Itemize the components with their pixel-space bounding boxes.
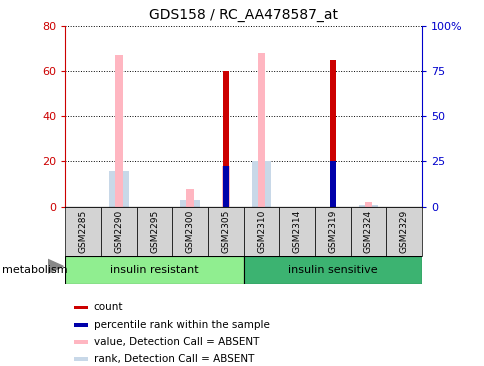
Title: GDS158 / RC_AA478587_at: GDS158 / RC_AA478587_at <box>149 8 337 22</box>
Bar <box>172 207 208 256</box>
Bar <box>257 53 265 207</box>
Text: insulin sensitive: insulin sensitive <box>287 265 377 275</box>
Text: GSM2290: GSM2290 <box>114 210 123 253</box>
Bar <box>115 55 122 207</box>
Bar <box>74 357 88 361</box>
Text: count: count <box>93 302 123 313</box>
Bar <box>279 207 314 256</box>
Bar <box>251 161 271 207</box>
Text: insulin resistant: insulin resistant <box>110 265 198 275</box>
Bar <box>358 205 378 207</box>
Text: GSM2324: GSM2324 <box>363 210 372 253</box>
Bar <box>350 207 385 256</box>
Bar <box>364 202 372 207</box>
Text: GSM2314: GSM2314 <box>292 210 301 253</box>
Bar <box>222 166 228 207</box>
Text: GSM2329: GSM2329 <box>399 210 408 253</box>
Bar <box>329 60 335 207</box>
Bar <box>385 207 421 256</box>
Bar <box>65 256 243 284</box>
Text: GSM2310: GSM2310 <box>257 210 266 253</box>
Text: GSM2295: GSM2295 <box>150 210 159 253</box>
Bar <box>314 207 350 256</box>
Text: GSM2305: GSM2305 <box>221 210 230 253</box>
Bar <box>243 207 279 256</box>
Text: rank, Detection Call = ABSENT: rank, Detection Call = ABSENT <box>93 354 254 364</box>
Bar <box>329 161 335 207</box>
Text: GSM2300: GSM2300 <box>185 210 195 253</box>
Bar <box>222 166 229 207</box>
Bar <box>74 306 88 309</box>
Bar <box>74 340 88 344</box>
Bar <box>180 200 199 207</box>
Bar <box>243 256 421 284</box>
Text: GSM2319: GSM2319 <box>328 210 337 253</box>
Text: metabolism: metabolism <box>2 265 68 275</box>
Bar <box>136 207 172 256</box>
Bar <box>65 207 101 256</box>
Polygon shape <box>47 259 63 273</box>
Bar <box>74 323 88 326</box>
Bar <box>101 207 136 256</box>
Bar <box>222 71 228 207</box>
Bar <box>109 171 128 207</box>
Text: GSM2285: GSM2285 <box>78 210 88 253</box>
Bar <box>208 207 243 256</box>
Text: percentile rank within the sample: percentile rank within the sample <box>93 320 269 330</box>
Bar <box>186 189 194 207</box>
Text: value, Detection Call = ABSENT: value, Detection Call = ABSENT <box>93 337 258 347</box>
